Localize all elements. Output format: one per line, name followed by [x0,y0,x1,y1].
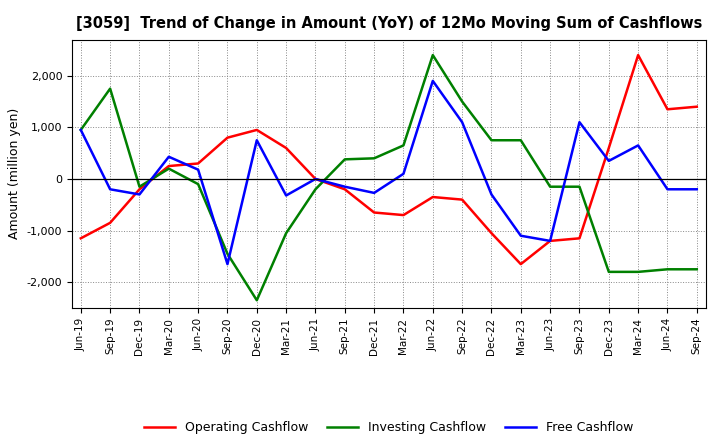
Operating Cashflow [458,197,467,202]
Investing Cashflow [164,166,173,171]
Operating Cashflow [634,52,642,58]
Free Cashflow [164,154,173,159]
Free Cashflow [487,192,496,197]
Operating Cashflow [253,127,261,132]
Title: [3059]  Trend of Change in Amount (YoY) of 12Mo Moving Sum of Cashflows: [3059] Trend of Change in Amount (YoY) o… [76,16,702,32]
Investing Cashflow [282,231,290,236]
Investing Cashflow [428,52,437,58]
Free Cashflow [106,187,114,192]
Operating Cashflow [282,145,290,150]
Free Cashflow [223,261,232,267]
Investing Cashflow [76,127,85,132]
Investing Cashflow [458,99,467,104]
Operating Cashflow [106,220,114,225]
Investing Cashflow [575,184,584,189]
Free Cashflow [693,187,701,192]
Investing Cashflow [634,269,642,275]
Line: Operating Cashflow: Operating Cashflow [81,55,697,264]
Investing Cashflow [693,267,701,272]
Free Cashflow [458,120,467,125]
Investing Cashflow [194,181,202,187]
Free Cashflow [341,184,349,189]
Free Cashflow [428,78,437,84]
Operating Cashflow [693,104,701,110]
Operating Cashflow [546,238,554,244]
Free Cashflow [605,158,613,164]
Operating Cashflow [311,176,320,182]
Investing Cashflow [605,269,613,275]
Investing Cashflow [223,251,232,257]
Operating Cashflow [341,187,349,192]
Investing Cashflow [516,138,525,143]
Investing Cashflow [663,267,672,272]
Operating Cashflow [76,236,85,241]
Free Cashflow [135,192,144,197]
Operating Cashflow [370,210,379,215]
Investing Cashflow [370,156,379,161]
Operating Cashflow [605,145,613,150]
Investing Cashflow [106,86,114,91]
Line: Free Cashflow: Free Cashflow [81,81,697,264]
Free Cashflow [253,138,261,143]
Operating Cashflow [428,194,437,200]
Line: Investing Cashflow: Investing Cashflow [81,55,697,300]
Free Cashflow [663,187,672,192]
Investing Cashflow [487,138,496,143]
Free Cashflow [76,127,85,132]
Operating Cashflow [194,161,202,166]
Investing Cashflow [399,143,408,148]
Free Cashflow [516,233,525,238]
Investing Cashflow [253,297,261,303]
Operating Cashflow [164,163,173,169]
Operating Cashflow [135,187,144,192]
Free Cashflow [575,120,584,125]
Operating Cashflow [663,106,672,112]
Y-axis label: Amount (million yen): Amount (million yen) [8,108,21,239]
Operating Cashflow [487,231,496,236]
Free Cashflow [634,143,642,148]
Operating Cashflow [516,261,525,267]
Operating Cashflow [399,213,408,218]
Free Cashflow [194,167,202,172]
Investing Cashflow [546,184,554,189]
Free Cashflow [546,238,554,244]
Investing Cashflow [311,187,320,192]
Investing Cashflow [135,184,144,189]
Operating Cashflow [223,135,232,140]
Free Cashflow [311,176,320,182]
Free Cashflow [399,171,408,176]
Free Cashflow [282,193,290,198]
Legend: Operating Cashflow, Investing Cashflow, Free Cashflow: Operating Cashflow, Investing Cashflow, … [139,416,639,439]
Free Cashflow [370,190,379,195]
Operating Cashflow [575,236,584,241]
Investing Cashflow [341,157,349,162]
